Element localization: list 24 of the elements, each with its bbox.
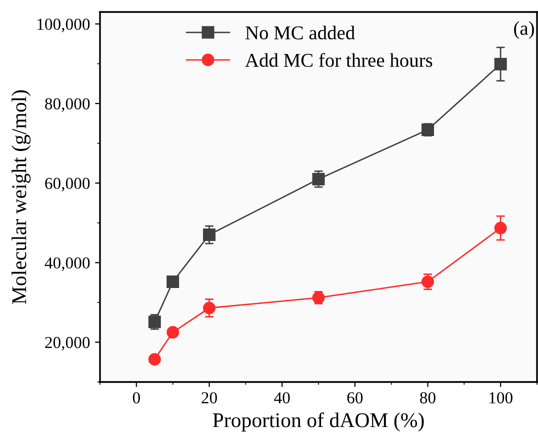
- x-tick-label: 60: [347, 392, 363, 404]
- point: [494, 58, 507, 70]
- point: [166, 326, 180, 339]
- x-tick-label: 20: [202, 392, 217, 404]
- y-tick-label: 40,000: [44, 257, 90, 271]
- y-tick-label: 60,000: [45, 178, 90, 192]
- point: [148, 353, 161, 366]
- y-axis-title: Molecular weight (g/mol): [12, 90, 31, 304]
- legend-label: Add MC for three hours: [245, 53, 432, 67]
- annotation: (a): [514, 21, 534, 39]
- x-axis-title: Proportion of dAOM (%): [212, 412, 424, 432]
- y-tick-label: 20,000: [45, 336, 90, 351]
- legend-label: No MC added: [246, 26, 355, 40]
- x-tick-label: 100: [490, 392, 512, 404]
- x-tick-label: 0: [132, 392, 140, 404]
- x-tick-label: 80: [420, 392, 436, 404]
- y-tick-label: 100,000: [38, 18, 90, 32]
- point: [312, 172, 325, 186]
- point: [494, 222, 507, 234]
- y-tick-label: 80,000: [45, 98, 90, 112]
- point: [203, 302, 216, 314]
- x-tick-label: 40: [274, 392, 290, 404]
- point: [166, 275, 180, 288]
- point: [203, 228, 216, 242]
